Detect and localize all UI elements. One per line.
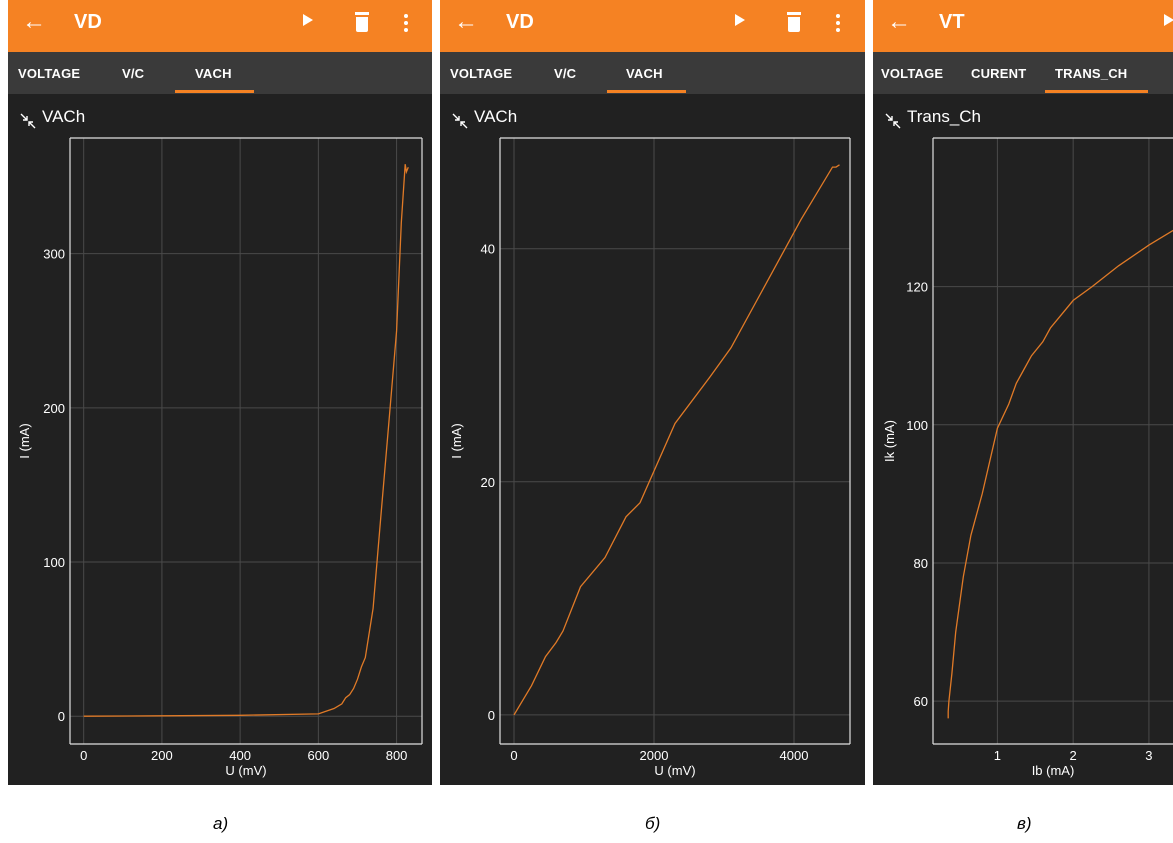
y-tick-label: 40 [481, 242, 495, 257]
plot-title: VACh [474, 107, 518, 126]
panel-a: ← VD VOLTAGE V/C VACH VACh 0 200 400 600 800… [8, 0, 432, 785]
caption-a: а) [213, 814, 229, 833]
x-axis-label: U (mV) [654, 763, 695, 778]
tab-voltage[interactable]: VOLTAGE [18, 66, 81, 81]
tab-vach[interactable]: VACH [195, 66, 232, 81]
x-tick-label: 2000 [640, 748, 669, 763]
y-tick-label: 20 [481, 475, 495, 490]
app-bar: ← VT [873, 0, 1173, 52]
y-tick-label: 0 [58, 709, 65, 724]
x-tick-label: 0 [80, 748, 87, 763]
tab-vc[interactable]: V/C [122, 66, 145, 81]
y-tick-label: 300 [43, 247, 65, 262]
x-tick-label: 600 [308, 748, 330, 763]
x-tick-label: 3 [1145, 748, 1152, 763]
x-tick-label: 0 [510, 748, 517, 763]
play-icon[interactable] [303, 14, 313, 26]
x-axis-label: U (mV) [225, 763, 266, 778]
collapse-arrows-icon[interactable] [885, 113, 901, 129]
vach-chart: 0 2000 4000 0 20 40 U (mV) I (mA) [449, 137, 851, 778]
y-axis-label: I (mA) [449, 423, 464, 458]
x-tick-label: 1 [994, 748, 1001, 763]
x-tick-label: 800 [386, 748, 408, 763]
y-tick-label: 0 [488, 708, 495, 723]
tab-voltage[interactable]: VOLTAGE [450, 66, 513, 81]
vach-chart: 0 200 400 600 800 0 100 200 300 U (mV) I (mA) [17, 137, 423, 778]
y-axis-label: I (mA) [17, 423, 32, 458]
trash-icon[interactable] [787, 12, 801, 32]
tab-bar: VOLTAGE V/C VACH [8, 52, 432, 94]
x-tick-label: 200 [151, 748, 173, 763]
tab-indicator [175, 90, 254, 93]
back-arrow-icon[interactable]: ← [454, 8, 478, 35]
play-icon[interactable] [1164, 14, 1173, 26]
x-tick-label: 2 [1070, 748, 1077, 763]
y-tick-label: 80 [914, 556, 928, 571]
y-tick-label: 100 [906, 418, 928, 433]
more-vert-icon[interactable] [836, 14, 840, 34]
play-icon[interactable] [735, 14, 745, 26]
app-bar: ← VD [440, 0, 865, 52]
y-tick-label: 200 [43, 401, 65, 416]
x-tick-label: 400 [229, 748, 251, 763]
app-title: VD [74, 11, 102, 33]
caption-b: б) [645, 814, 661, 833]
trans-ch-chart: 1 2 3 60 80 100 120 Ib (mA) Ik (mA) [882, 137, 1173, 778]
x-axis-label: Ib (mA) [1032, 763, 1075, 778]
tab-indicator [607, 90, 686, 93]
y-tick-label: 100 [43, 555, 65, 570]
series-line [947, 229, 1173, 719]
plot-title: Trans_Ch [907, 107, 982, 126]
tab-vc[interactable]: V/C [554, 66, 577, 81]
app-bar: ← VD [8, 0, 432, 52]
tab-bar: VOLTAGE CURENT TRANS_CH [873, 52, 1173, 94]
back-arrow-icon[interactable]: ← [22, 8, 46, 35]
caption-c: в) [1017, 814, 1032, 833]
tab-bar: VOLTAGE V/C VACH [440, 52, 865, 94]
tab-vach[interactable]: VACH [626, 66, 663, 81]
tab-trans-ch[interactable]: TRANS_CH [1055, 66, 1128, 81]
tab-curent[interactable]: CURENT [971, 66, 1027, 81]
series-line [513, 164, 840, 716]
plot-title: VACh [42, 107, 86, 126]
y-axis-label: Ik (mA) [882, 420, 897, 462]
more-vert-icon[interactable] [404, 14, 408, 34]
back-arrow-icon[interactable]: ← [887, 8, 911, 35]
app-title: VD [506, 11, 534, 33]
y-tick-label: 60 [914, 694, 928, 709]
series-line [83, 164, 409, 717]
x-tick-label: 4000 [780, 748, 809, 763]
tab-voltage[interactable]: VOLTAGE [881, 66, 944, 81]
tab-indicator [1045, 90, 1148, 93]
collapse-arrows-icon[interactable] [20, 113, 36, 129]
panel-b: ← VD VOLTAGE V/C VACH VACh 0 2000 4000 0 20 4… [440, 0, 865, 785]
app-title: VT [939, 11, 965, 33]
y-tick-label: 120 [906, 280, 928, 295]
trash-icon[interactable] [355, 12, 369, 32]
collapse-arrows-icon[interactable] [452, 113, 468, 129]
